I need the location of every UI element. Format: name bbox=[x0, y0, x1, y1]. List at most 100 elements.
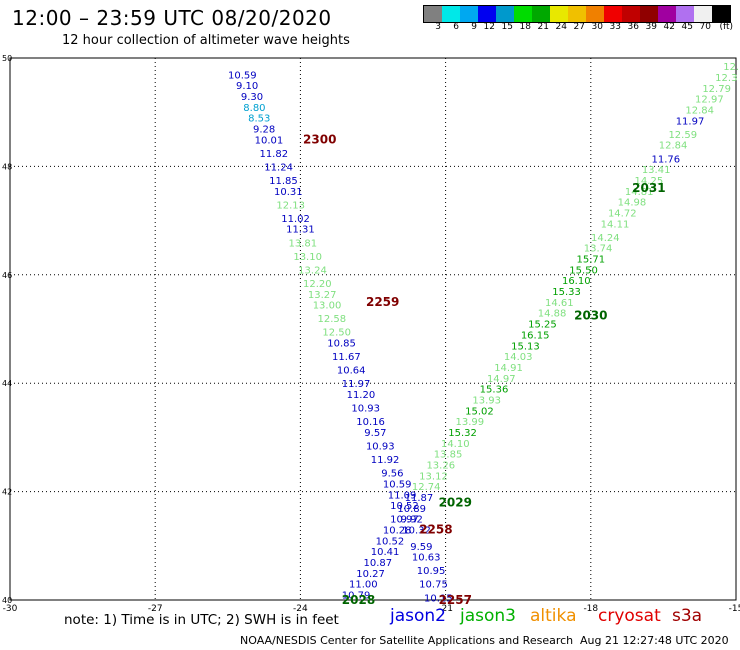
legend-label: 12 bbox=[483, 22, 495, 32]
wave-height-value: 10.32 bbox=[402, 526, 431, 537]
legend-swatch bbox=[676, 6, 694, 22]
legend-swatch bbox=[568, 6, 586, 22]
map-subtitle: 12 hour collection of altimeter wave hei… bbox=[62, 33, 350, 48]
wave-height-value: 15.33 bbox=[552, 287, 581, 298]
wave-height-value: 10.16 bbox=[356, 417, 385, 428]
y-tick-label: 42 bbox=[2, 488, 12, 497]
legend-swatch bbox=[586, 6, 604, 22]
wave-height-value: 10.95 bbox=[417, 566, 446, 577]
wave-height-value: 14.11 bbox=[601, 219, 630, 230]
x-tick-label: -15 bbox=[729, 604, 740, 614]
legend-label: (ft) bbox=[719, 22, 733, 32]
legend-swatch bbox=[460, 6, 478, 22]
wave-height-value: 11.02 bbox=[281, 214, 310, 225]
legend-label: 6 bbox=[453, 22, 459, 32]
wave-height-value: 10.15 bbox=[424, 593, 453, 604]
wave-height-value: 11.85 bbox=[269, 176, 298, 187]
wave-height-value: 8.80 bbox=[243, 103, 265, 114]
wave-height-value: 15.50 bbox=[569, 265, 598, 276]
legend-swatch bbox=[694, 6, 712, 22]
wave-height-value: 10.59 bbox=[228, 70, 257, 81]
wave-height-value: 10.79 bbox=[342, 591, 371, 602]
legend-swatch bbox=[442, 6, 460, 22]
wave-height-value: 11.82 bbox=[259, 149, 288, 160]
wave-height-value: 14.72 bbox=[608, 208, 637, 219]
x-tick-label: -30 bbox=[3, 604, 18, 614]
wave-height-value: 9.57 bbox=[364, 428, 386, 439]
wave-height-value: 10.85 bbox=[327, 339, 356, 350]
wave-height-value: 9.10 bbox=[236, 81, 258, 92]
legend-label: 45 bbox=[681, 22, 693, 32]
wave-height-value: 13.10 bbox=[293, 252, 322, 263]
wave-height-value: 12.3 bbox=[715, 73, 737, 84]
satellite-label-jason2: jason2 bbox=[390, 606, 446, 626]
legend-swatch bbox=[604, 6, 622, 22]
wave-height-value: 14.03 bbox=[504, 352, 533, 363]
wave-height-value: 16.15 bbox=[521, 330, 550, 341]
wave-height-value: 9.92 bbox=[401, 515, 423, 526]
wave-height-value: 11.67 bbox=[332, 352, 361, 363]
wave-height-value: 12.84 bbox=[659, 141, 688, 152]
wave-height-value: 11.31 bbox=[286, 225, 315, 236]
wave-height-value: 11.24 bbox=[264, 162, 293, 173]
wave-height-value: 14.91 bbox=[494, 363, 523, 374]
legend-swatch bbox=[622, 6, 640, 22]
legend-swatch bbox=[424, 6, 442, 22]
track-time-label: 2031 bbox=[632, 181, 665, 195]
note-text: note: 1) Time is in UTC; 2) SWH is in fe… bbox=[64, 612, 339, 628]
wave-height-value: 10.52 bbox=[390, 501, 419, 512]
legend-label: 36 bbox=[627, 22, 639, 32]
wave-height-value: 14.24 bbox=[591, 233, 620, 244]
wave-height-value: 14.25 bbox=[635, 176, 664, 187]
track-time-label: 2300 bbox=[303, 132, 336, 146]
legend-label: 9 bbox=[471, 22, 477, 32]
wave-height-value: 12.13 bbox=[276, 200, 305, 211]
legend-label: 21 bbox=[537, 22, 549, 32]
wave-height-value: 10.27 bbox=[356, 569, 385, 580]
wave-height-value: 12.74 bbox=[412, 482, 441, 493]
wave-height-value: 12. bbox=[723, 62, 739, 73]
wave-height-value: 12.20 bbox=[303, 279, 332, 290]
wave-height-value: 13.00 bbox=[313, 301, 342, 312]
wave-height-value: 11.09 bbox=[388, 490, 417, 501]
y-tick-label: 40 bbox=[2, 596, 12, 605]
track-time-label: 2259 bbox=[366, 295, 399, 309]
y-tick-label: 48 bbox=[2, 162, 12, 171]
wave-height-value: 13.85 bbox=[434, 450, 463, 461]
wave-height-value: 9.28 bbox=[253, 124, 275, 135]
color-scale-legend bbox=[423, 5, 731, 23]
wave-height-value: 10.93 bbox=[366, 442, 395, 453]
track-time-label: 2258 bbox=[419, 523, 452, 537]
wave-height-value: 14.10 bbox=[441, 439, 470, 450]
wave-height-value: 10.28 bbox=[383, 526, 412, 537]
footer-timestamp: Aug 21 12:27:48 UTC 2020 bbox=[580, 634, 729, 647]
wave-height-value: 15.32 bbox=[448, 428, 477, 439]
x-tick-label: -18 bbox=[583, 604, 598, 614]
footer-credit: NOAA/NESDIS Center for Satellite Applica… bbox=[240, 634, 574, 647]
legend-label: 24 bbox=[555, 22, 567, 32]
wave-height-value: 10.31 bbox=[274, 187, 303, 198]
wave-height-value: 12.84 bbox=[685, 105, 714, 116]
wave-height-value: 12.79 bbox=[702, 84, 731, 95]
legend-swatch bbox=[658, 6, 676, 22]
map-title: 12:00 – 23:59 UTC 08/20/2020 bbox=[12, 6, 332, 30]
wave-height-value: 13.12 bbox=[419, 471, 448, 482]
y-tick-label: 50 bbox=[2, 54, 12, 63]
x-tick-label: -27 bbox=[148, 604, 163, 614]
satellite-label-cryosat: cryosat bbox=[598, 606, 661, 626]
wave-height-value: 10.63 bbox=[412, 553, 441, 564]
wave-height-value: 10.75 bbox=[419, 580, 448, 591]
wave-height-value: 14.97 bbox=[487, 374, 516, 385]
wave-height-value: 10.87 bbox=[364, 558, 393, 569]
satellite-label-altika: altika bbox=[530, 606, 577, 626]
legend-label: 15 bbox=[501, 22, 513, 32]
map-frame bbox=[9, 57, 737, 601]
track-time-label: 2029 bbox=[439, 495, 472, 509]
legend-label: 27 bbox=[573, 22, 585, 32]
wave-height-value: 12.58 bbox=[318, 314, 347, 325]
wave-height-value: 12.97 bbox=[695, 95, 724, 106]
track-time-label: 2030 bbox=[574, 308, 607, 322]
legend-swatch bbox=[640, 6, 658, 22]
legend-label: 42 bbox=[663, 22, 675, 32]
wave-height-value: 13.41 bbox=[642, 165, 671, 176]
